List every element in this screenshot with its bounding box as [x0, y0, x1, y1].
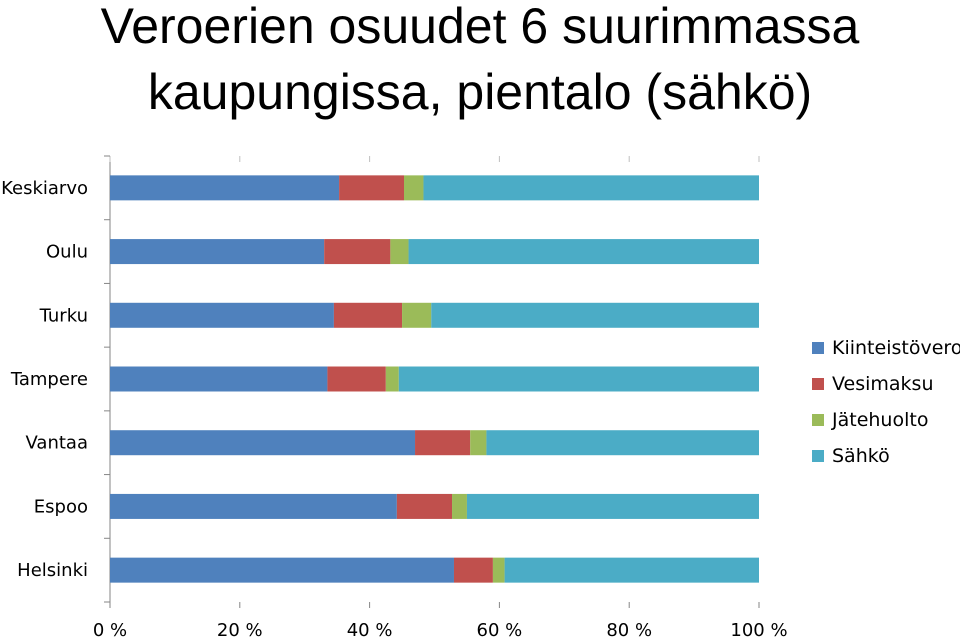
legend-swatch — [812, 450, 824, 462]
legend-item-vesimaksu: Vesimaksu — [812, 366, 960, 402]
bar-helsinki-vesimaksu — [453, 557, 493, 583]
y-tick-label: Espoo — [34, 496, 88, 517]
bar-espoo-jatehuolto — [452, 493, 467, 519]
bar-vantaa-vesimaksu — [415, 430, 471, 456]
bar-keskiarvo-jatehuolto — [403, 175, 424, 201]
legend-label: Sähkö — [832, 445, 890, 467]
bar-keskiarvo-kiinteistovero — [110, 175, 340, 201]
legend-label: Kiinteistövero — [832, 337, 960, 359]
legend-item-sahko: Sähkö — [812, 438, 960, 474]
bar-oulu-sahko — [408, 239, 759, 265]
legend-label: Jätehuolto — [832, 409, 929, 431]
bar-vantaa-jatehuolto — [470, 430, 487, 456]
chart-title-line-1: Veroerien osuudet 6 suurimmassa — [100, 0, 860, 54]
bar-espoo-sahko — [466, 493, 759, 519]
bar-turku-vesimaksu — [333, 302, 403, 328]
bar-keskiarvo-sahko — [423, 175, 759, 201]
bar-helsinki-sahko — [504, 557, 759, 583]
y-tick-label: Turku — [39, 305, 88, 326]
bar-helsinki-kiinteistovero — [110, 557, 454, 583]
bar-oulu-vesimaksu — [324, 239, 391, 265]
x-tick-label: 20 % — [217, 620, 263, 640]
bar-turku-sahko — [431, 302, 759, 328]
legend-swatch — [812, 378, 824, 390]
bar-oulu-kiinteistovero — [110, 239, 325, 265]
x-tick-label: 60 % — [477, 620, 523, 640]
bar-tampere-sahko — [398, 366, 759, 392]
legend-item-jatehuolto: Jätehuolto — [812, 402, 960, 438]
y-tick-label: Helsinki — [17, 560, 88, 581]
y-tick-label: Keskiarvo — [1, 178, 88, 199]
legend-swatch — [812, 414, 824, 426]
x-tick-label: 40 % — [347, 620, 393, 640]
bar-helsinki-jatehuolto — [492, 557, 505, 583]
bar-turku-jatehuolto — [402, 302, 432, 328]
y-tick-label: Vantaa — [26, 433, 88, 454]
bar-tampere-vesimaksu — [327, 366, 386, 392]
y-tick-label: Oulu — [46, 242, 88, 263]
y-tick-label: Tampere — [10, 369, 88, 390]
bar-espoo-vesimaksu — [396, 493, 453, 519]
bar-tampere-jatehuolto — [385, 366, 399, 392]
bar-tampere-kiinteistovero — [110, 366, 328, 392]
x-tick-label: 0 % — [93, 620, 127, 640]
bar-turku-kiinteistovero — [110, 302, 334, 328]
bar-vantaa-kiinteistovero — [110, 430, 416, 456]
legend-swatch — [812, 342, 824, 354]
legend-label: Vesimaksu — [832, 373, 934, 395]
x-tick-label: 80 % — [606, 620, 652, 640]
legend-item-kiinteistovero: Kiinteistövero — [812, 330, 960, 366]
bar-oulu-jatehuolto — [390, 239, 409, 265]
x-tick-label: 100 % — [730, 620, 787, 640]
chart-legend: Kiinteistövero Vesimaksu Jätehuolto Sähkö — [812, 330, 960, 474]
bar-keskiarvo-vesimaksu — [339, 175, 404, 201]
bar-espoo-kiinteistovero — [110, 493, 397, 519]
bar-vantaa-sahko — [486, 430, 759, 456]
chart-title-line-2: kaupungissa, pientalo (sähkö) — [147, 64, 813, 120]
